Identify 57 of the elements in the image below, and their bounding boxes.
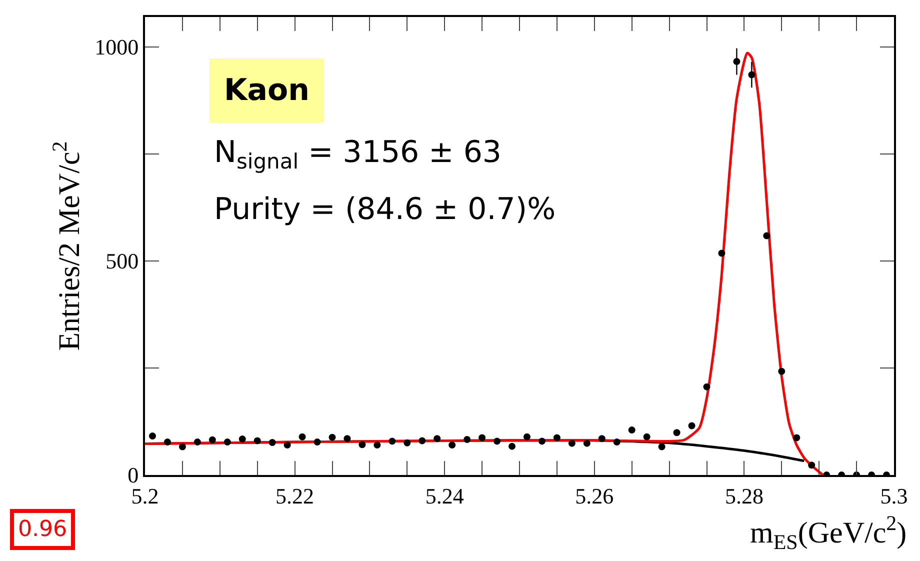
- point: [628, 426, 636, 434]
- annotation: Purity = (84.6 ± 0.7)%: [214, 192, 556, 227]
- point: [328, 434, 336, 441]
- text: 0.96: [18, 517, 67, 542]
- point: [553, 434, 560, 442]
- x-tick-label: 5.22: [276, 483, 314, 508]
- point: [464, 436, 471, 443]
- point: [374, 442, 381, 449]
- point: [404, 439, 411, 446]
- point: [194, 438, 201, 446]
- point: [733, 58, 740, 66]
- point: [494, 438, 501, 445]
- point: [658, 443, 666, 450]
- annotation: N$_{signal}$ = 3156 ± 63: [214, 135, 502, 174]
- annotation: Kaon: [224, 73, 310, 108]
- point: [148, 432, 156, 440]
- point: [178, 443, 186, 450]
- point: [538, 438, 546, 445]
- point: [583, 440, 590, 447]
- point: [643, 433, 650, 440]
- point: [703, 383, 710, 390]
- point: [688, 422, 696, 430]
- x-tick-label: 5.28: [724, 483, 764, 508]
- point: [778, 368, 786, 375]
- y-tick-label: 1000: [94, 34, 139, 60]
- x-tick-label: 5.24: [425, 483, 464, 508]
- point: [164, 438, 171, 446]
- point: [358, 441, 366, 448]
- point: [388, 438, 396, 445]
- point: [448, 442, 456, 449]
- point: [254, 437, 261, 444]
- point: [598, 435, 606, 442]
- point: [418, 437, 426, 444]
- point: [314, 438, 321, 446]
- point: [478, 434, 486, 442]
- point: [268, 438, 276, 446]
- point: [208, 436, 216, 444]
- point: [284, 442, 291, 449]
- x-tick-label: 5.26: [575, 483, 614, 508]
- point: [508, 442, 516, 450]
- point: [238, 436, 246, 443]
- point: [718, 250, 726, 257]
- point: [344, 435, 351, 442]
- point: [763, 232, 770, 240]
- point: [613, 438, 620, 446]
- point: [434, 435, 441, 442]
- point: [793, 434, 800, 442]
- point: [673, 429, 680, 436]
- y-tick-label: 500: [106, 248, 139, 274]
- point: [568, 440, 576, 447]
- point: [298, 433, 306, 440]
- x-axis-title: m$_{ES}$(GeV/c$^{2}$): [750, 511, 907, 554]
- point: [748, 71, 756, 78]
- point: [808, 462, 816, 469]
- point: [523, 433, 530, 440]
- point: [224, 438, 231, 446]
- x-tick-label: 5.3: [880, 483, 908, 508]
